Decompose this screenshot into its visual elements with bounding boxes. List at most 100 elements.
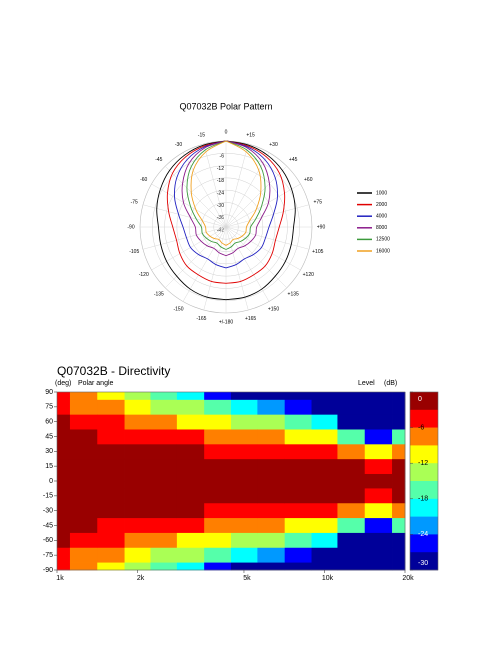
heat-cell <box>284 503 312 519</box>
heat-cell <box>392 481 406 489</box>
colorbar-bin <box>410 534 438 553</box>
polar-curve <box>225 140 262 246</box>
heat-cell <box>204 392 232 400</box>
heat-cell <box>204 562 232 571</box>
heat-cell <box>97 481 125 489</box>
heat-cell <box>311 429 338 445</box>
heat-cell <box>392 414 406 430</box>
heat-cell <box>311 562 338 571</box>
heat-cell <box>124 473 151 482</box>
heat-cell <box>69 458 98 474</box>
heat-cell <box>311 481 338 489</box>
heat-cell <box>364 481 393 489</box>
heat-cell <box>150 562 178 571</box>
theta-tick-label: +120 <box>303 272 314 278</box>
heat-cell <box>69 532 98 549</box>
colorbar-bin <box>410 481 438 500</box>
heat-cell <box>231 562 258 571</box>
heat-cell <box>204 518 232 534</box>
heat-cell <box>124 481 151 489</box>
theta-tick-label: +30 <box>269 142 278 148</box>
heat-cell <box>364 392 393 400</box>
legend-label: 1000 <box>376 190 387 196</box>
colorbar-tick-label: -18 <box>418 496 428 503</box>
theta-tick-label: -105 <box>129 249 139 255</box>
heat-cell <box>150 547 178 563</box>
heat-cell <box>176 414 205 430</box>
polar-spoke <box>225 226 249 311</box>
heat-cell <box>97 392 125 400</box>
heat-cell <box>97 414 125 430</box>
heat-cell <box>97 503 125 519</box>
heat-cell <box>311 488 338 504</box>
colorbar-bin <box>410 498 438 517</box>
theta-tick-label: +/-180 <box>219 319 234 325</box>
heat-cell <box>97 562 125 571</box>
heat-cell <box>57 392 71 400</box>
heat-cell <box>257 414 286 430</box>
polar-curve <box>225 140 286 284</box>
r-tick-label: -12 <box>217 166 224 172</box>
heat-cell <box>124 547 151 563</box>
colorbar-tick-label: -24 <box>418 531 428 538</box>
colorbar-bin <box>410 427 438 446</box>
polar-spoke <box>225 226 301 271</box>
heat-cell <box>150 518 178 534</box>
heat-cell <box>231 429 258 445</box>
heat-cell <box>364 429 393 445</box>
polar-title: Q07032B Polar Pattern <box>179 101 272 111</box>
heat-cell <box>204 503 232 519</box>
polar-spoke <box>225 152 270 228</box>
heat-cell <box>57 562 71 571</box>
heat-cell <box>311 443 338 460</box>
y-tick-label: 60 <box>45 419 53 426</box>
heat-cell <box>257 503 286 519</box>
heat-cell <box>284 532 312 549</box>
heat-cell <box>231 414 258 430</box>
heat-cell <box>176 443 205 460</box>
polar-spoke <box>225 143 249 228</box>
heat-cell <box>204 443 232 460</box>
heatmap-title: Q07032B - Directivity <box>57 364 170 378</box>
r-tick-label: -36 <box>217 215 224 221</box>
y-label: Polar angle <box>78 380 114 387</box>
colorbar-bin <box>410 516 438 535</box>
heat-cell <box>57 547 71 563</box>
heat-cell <box>97 532 125 549</box>
polar-curve <box>156 140 227 301</box>
polar-spoke <box>225 166 287 228</box>
heat-cell <box>57 473 71 482</box>
polar-spoke <box>182 226 227 302</box>
y-tick-label: 30 <box>45 448 53 455</box>
theta-tick-label: +15 <box>246 133 255 139</box>
heat-cell <box>150 481 178 489</box>
heat-cell <box>311 518 338 534</box>
colorbar-unit: (dB) <box>384 380 397 387</box>
y-tick-label: 15 <box>45 463 53 470</box>
y-tick-label: -45 <box>43 522 53 529</box>
heat-cell <box>150 532 178 549</box>
colorbar-bin <box>410 392 438 411</box>
heat-cell <box>231 392 258 400</box>
heat-cell <box>364 518 393 534</box>
theta-tick-label: +165 <box>245 316 256 322</box>
polar-spoke <box>225 226 287 288</box>
heat-cell <box>57 488 71 504</box>
heat-cell <box>337 392 366 400</box>
colorbar-tick-label: 0 <box>418 396 422 403</box>
heat-cell <box>231 473 258 482</box>
heat-cell <box>337 518 366 534</box>
heat-cell <box>150 429 178 445</box>
heat-cell <box>69 429 98 445</box>
heat-cell <box>364 503 393 519</box>
heat-cell <box>337 473 366 482</box>
heat-cell <box>176 399 205 415</box>
heat-cell <box>97 458 125 474</box>
heat-cell <box>176 562 205 571</box>
heat-cell <box>204 488 232 504</box>
heat-cell <box>231 443 258 460</box>
x-tick-label: 5k <box>243 575 251 582</box>
heat-cell <box>257 458 286 474</box>
heat-cell <box>69 392 98 400</box>
heat-cell <box>364 473 393 482</box>
